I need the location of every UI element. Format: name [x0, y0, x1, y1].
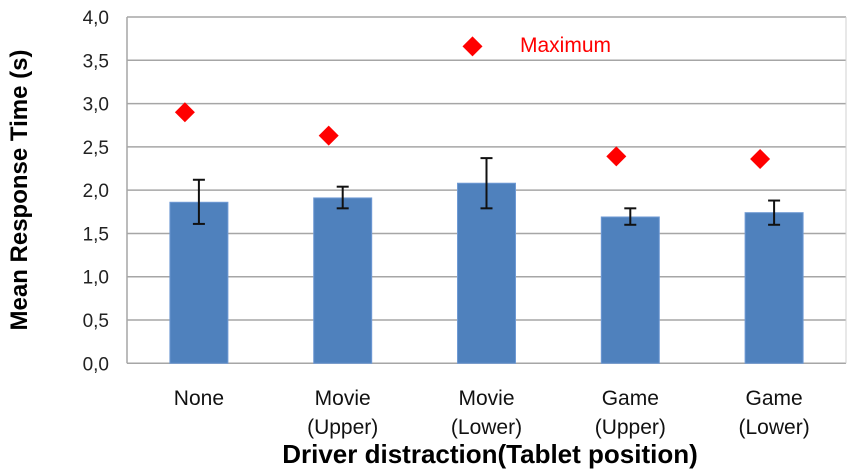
legend-label: Maximum [520, 34, 611, 57]
y-tick-label: 0,0 [83, 354, 109, 375]
maximum-marker [462, 36, 483, 57]
y-tick-label: 2,0 [83, 181, 109, 202]
y-axis-title: Mean Response Time (s) [6, 50, 33, 331]
y-tick-label: 3,5 [83, 51, 109, 72]
x-tick-label: Movie [315, 387, 371, 410]
maximum-marker [174, 102, 195, 123]
bar [457, 182, 516, 364]
x-tick-label: (Lower) [739, 416, 810, 439]
y-tick-label: 3,0 [83, 95, 109, 116]
y-tick-label: 1,0 [83, 268, 109, 289]
x-tick-label: (Upper) [595, 416, 666, 439]
maximum-marker [750, 148, 771, 169]
x-tick-label: Game [746, 387, 803, 410]
maximum-marker [606, 146, 627, 167]
x-tick-label: Game [602, 387, 659, 410]
y-tick-label: 4,0 [83, 8, 109, 29]
x-tick-label: None [174, 387, 224, 410]
x-tick-label: Movie [458, 387, 514, 410]
bar [313, 197, 373, 364]
maximum-marker [318, 125, 339, 146]
y-tick-label: 1,5 [83, 224, 109, 245]
x-axis-title: Driver distraction(Tablet position) [282, 439, 698, 469]
x-tick-label: (Upper) [307, 416, 378, 439]
bar [169, 201, 229, 364]
bar [600, 216, 660, 364]
x-tick-label: (Lower) [451, 416, 522, 439]
bar [744, 212, 804, 364]
y-tick-label: 0,5 [83, 311, 109, 332]
y-tick-label: 2,5 [83, 138, 109, 159]
